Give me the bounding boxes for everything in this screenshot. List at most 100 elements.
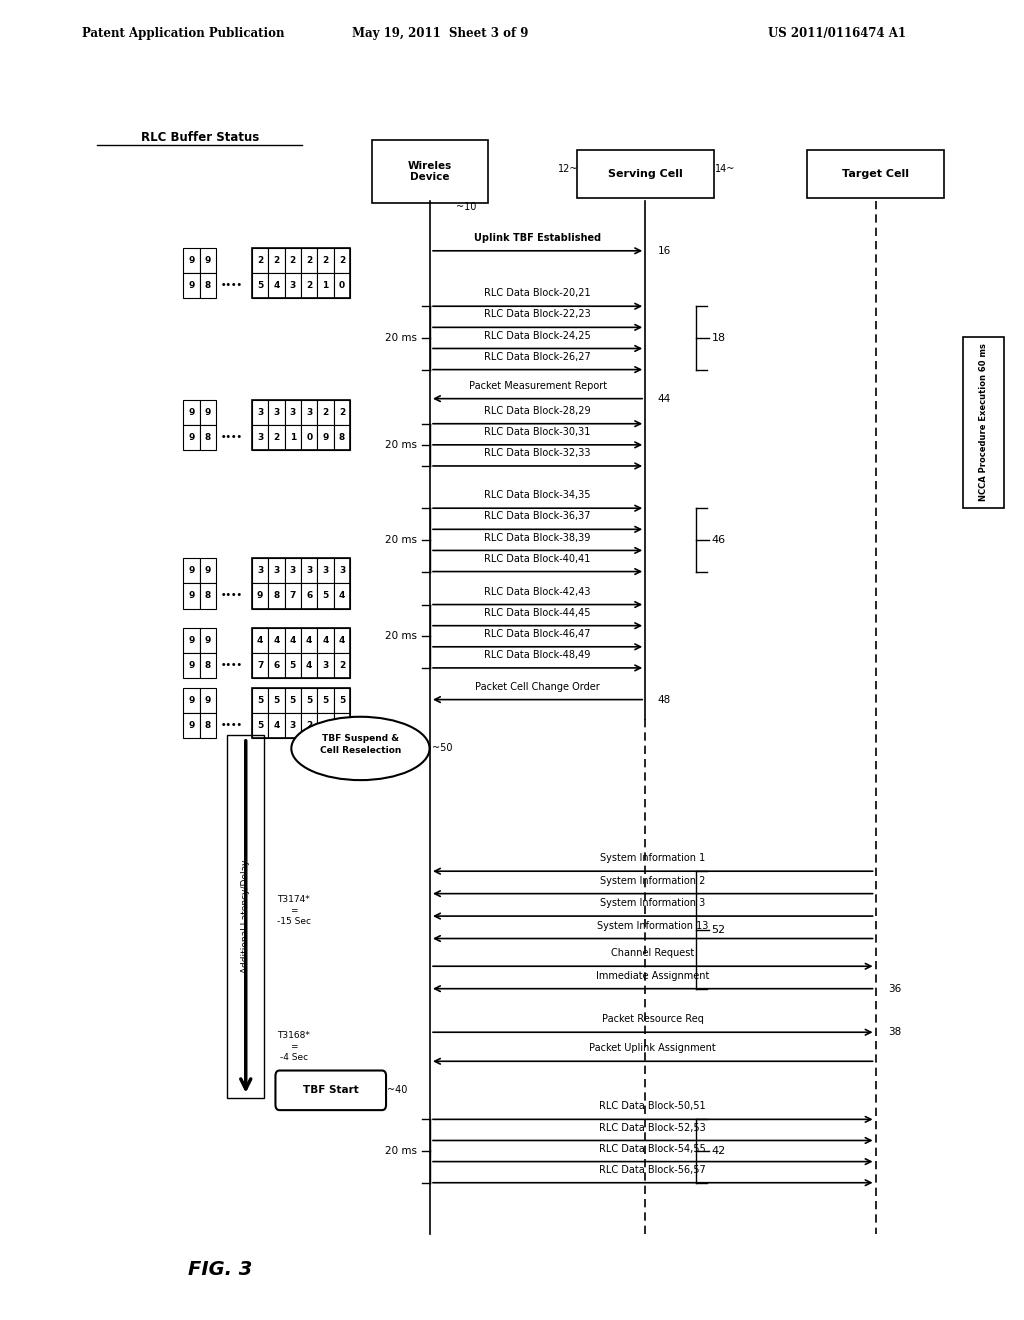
Text: 9: 9 bbox=[188, 281, 195, 290]
Text: 4: 4 bbox=[306, 636, 312, 645]
Bar bbox=[268, 248, 285, 273]
Text: 9: 9 bbox=[205, 256, 211, 265]
Bar bbox=[285, 583, 301, 609]
Bar bbox=[317, 425, 334, 450]
Text: 3: 3 bbox=[257, 566, 263, 576]
Text: RLC Data Block-28,29: RLC Data Block-28,29 bbox=[484, 405, 591, 416]
Text: 3: 3 bbox=[290, 281, 296, 290]
Text: Packet Uplink Assignment: Packet Uplink Assignment bbox=[590, 1043, 716, 1053]
Text: 3: 3 bbox=[273, 408, 280, 417]
Bar bbox=[183, 425, 200, 450]
Text: 7: 7 bbox=[257, 661, 263, 671]
Bar bbox=[268, 400, 285, 425]
Text: 20 ms: 20 ms bbox=[385, 631, 418, 642]
Text: RLC Data Block-20,21: RLC Data Block-20,21 bbox=[484, 288, 591, 298]
Bar bbox=[200, 273, 216, 298]
Text: 9: 9 bbox=[188, 696, 195, 705]
Bar bbox=[334, 248, 350, 273]
Bar bbox=[317, 273, 334, 298]
Text: RLC Data Block-30,31: RLC Data Block-30,31 bbox=[484, 426, 591, 437]
Text: 9: 9 bbox=[188, 566, 195, 576]
Text: 3: 3 bbox=[306, 408, 312, 417]
Text: 5: 5 bbox=[290, 696, 296, 705]
Text: System Information 2: System Information 2 bbox=[600, 875, 706, 886]
Bar bbox=[334, 400, 350, 425]
Text: 38: 38 bbox=[888, 1027, 901, 1038]
Text: Target Cell: Target Cell bbox=[842, 169, 909, 180]
Text: 36: 36 bbox=[888, 983, 901, 994]
Text: 3: 3 bbox=[257, 408, 263, 417]
Bar bbox=[183, 653, 200, 678]
Text: 20 ms: 20 ms bbox=[385, 440, 418, 450]
Text: 52: 52 bbox=[712, 925, 726, 935]
Text: 20 ms: 20 ms bbox=[385, 333, 418, 343]
Bar bbox=[183, 713, 200, 738]
Bar bbox=[301, 425, 317, 450]
Text: 12~: 12~ bbox=[558, 164, 579, 174]
Text: 4: 4 bbox=[273, 721, 280, 730]
Text: RLC Data Block-44,45: RLC Data Block-44,45 bbox=[484, 607, 591, 618]
Bar bbox=[200, 248, 216, 273]
Bar bbox=[227, 735, 264, 1098]
Text: 3: 3 bbox=[290, 566, 296, 576]
Bar bbox=[183, 583, 200, 609]
Text: 9: 9 bbox=[205, 566, 211, 576]
FancyBboxPatch shape bbox=[275, 1071, 386, 1110]
Text: 2: 2 bbox=[273, 256, 280, 265]
Text: RLC Data Block-54,55: RLC Data Block-54,55 bbox=[599, 1143, 707, 1154]
Bar bbox=[334, 653, 350, 678]
Text: 2: 2 bbox=[290, 256, 296, 265]
Text: RLC Data Block-56,57: RLC Data Block-56,57 bbox=[599, 1164, 707, 1175]
Text: ~40: ~40 bbox=[387, 1085, 408, 1096]
Text: 44: 44 bbox=[657, 393, 671, 404]
Bar bbox=[268, 425, 285, 450]
Bar bbox=[301, 688, 317, 713]
Bar bbox=[317, 628, 334, 653]
Text: 4: 4 bbox=[306, 661, 312, 671]
Text: 5: 5 bbox=[323, 591, 329, 601]
FancyBboxPatch shape bbox=[372, 140, 488, 203]
Text: 3: 3 bbox=[273, 566, 280, 576]
Bar bbox=[268, 653, 285, 678]
Text: 48: 48 bbox=[657, 694, 671, 705]
Bar bbox=[268, 688, 285, 713]
Bar bbox=[285, 688, 301, 713]
Text: 2: 2 bbox=[339, 661, 345, 671]
Bar bbox=[317, 713, 334, 738]
Bar bbox=[317, 558, 334, 583]
Bar bbox=[285, 273, 301, 298]
Bar bbox=[183, 400, 200, 425]
Text: 5: 5 bbox=[323, 696, 329, 705]
Text: 8: 8 bbox=[205, 433, 211, 442]
Text: 16: 16 bbox=[657, 246, 671, 256]
Text: System Information 1: System Information 1 bbox=[600, 853, 706, 863]
Text: 42: 42 bbox=[712, 1146, 726, 1156]
Text: Immediate Assignment: Immediate Assignment bbox=[596, 970, 710, 981]
Text: FIG. 3: FIG. 3 bbox=[188, 1261, 252, 1279]
Bar bbox=[183, 248, 200, 273]
Text: 4: 4 bbox=[273, 281, 280, 290]
Text: RLC Data Block-40,41: RLC Data Block-40,41 bbox=[484, 553, 591, 564]
Bar bbox=[200, 713, 216, 738]
Text: 9: 9 bbox=[188, 636, 195, 645]
Text: 2: 2 bbox=[306, 256, 312, 265]
Bar bbox=[285, 400, 301, 425]
Text: 9: 9 bbox=[188, 408, 195, 417]
Bar bbox=[252, 583, 268, 609]
Bar bbox=[268, 583, 285, 609]
Text: 3: 3 bbox=[290, 721, 296, 730]
Text: 5: 5 bbox=[257, 696, 263, 705]
Text: 1: 1 bbox=[323, 281, 329, 290]
Text: 4: 4 bbox=[323, 636, 329, 645]
Bar bbox=[183, 628, 200, 653]
Bar bbox=[301, 248, 317, 273]
Text: Packet Measurement Report: Packet Measurement Report bbox=[469, 380, 606, 391]
Bar bbox=[285, 248, 301, 273]
Text: System Information 13: System Information 13 bbox=[597, 920, 709, 931]
Text: 8: 8 bbox=[205, 661, 211, 671]
Bar bbox=[252, 248, 268, 273]
Bar bbox=[334, 583, 350, 609]
Bar bbox=[334, 425, 350, 450]
Text: RLC Data Block-46,47: RLC Data Block-46,47 bbox=[484, 628, 591, 639]
Bar bbox=[200, 628, 216, 653]
